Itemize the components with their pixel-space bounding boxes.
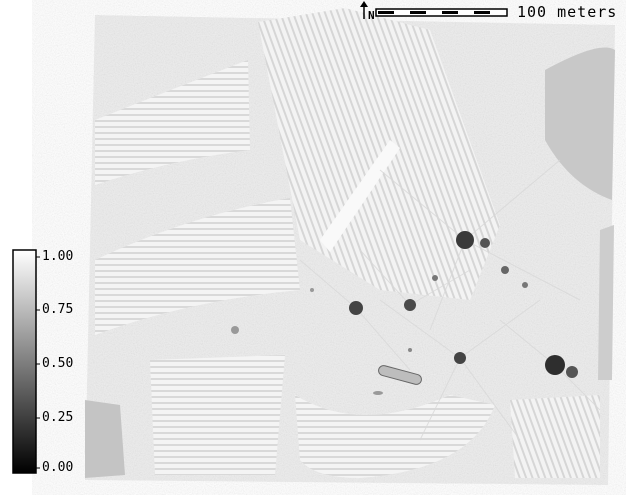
low-coherence-blobs (231, 231, 578, 378)
rough-terrain-right (545, 47, 615, 200)
field-band-middle-left (95, 198, 300, 335)
road (320, 140, 400, 252)
building (378, 365, 422, 385)
north-arrow: N (360, 1, 375, 22)
north-arrow-label: N (368, 9, 375, 22)
field-band-upper-left (95, 60, 250, 185)
legend-tick-label: 0.75 (42, 302, 74, 317)
scale-bar (375, 8, 508, 17)
field-diagonal-center (258, 8, 500, 300)
scale-bar-label: 100 meters (517, 3, 618, 21)
radial-streaks (299, 159, 601, 441)
legend-tick-label: 0.25 (42, 410, 74, 425)
legend-colorbar (12, 249, 40, 474)
field-bottom-curved (295, 395, 495, 478)
legend-tick-label: 0.50 (42, 356, 74, 371)
rough-terrain-right-lower (598, 225, 614, 380)
legend-tick-label: 1.00 (42, 249, 74, 264)
field-bottom-left (150, 355, 285, 475)
rough-terrain-bottom-left (85, 400, 125, 478)
map-image (85, 8, 615, 485)
field-bottom-right (510, 395, 600, 478)
legend-tick-label: 0.00 (42, 460, 74, 475)
small-structure (373, 391, 383, 395)
